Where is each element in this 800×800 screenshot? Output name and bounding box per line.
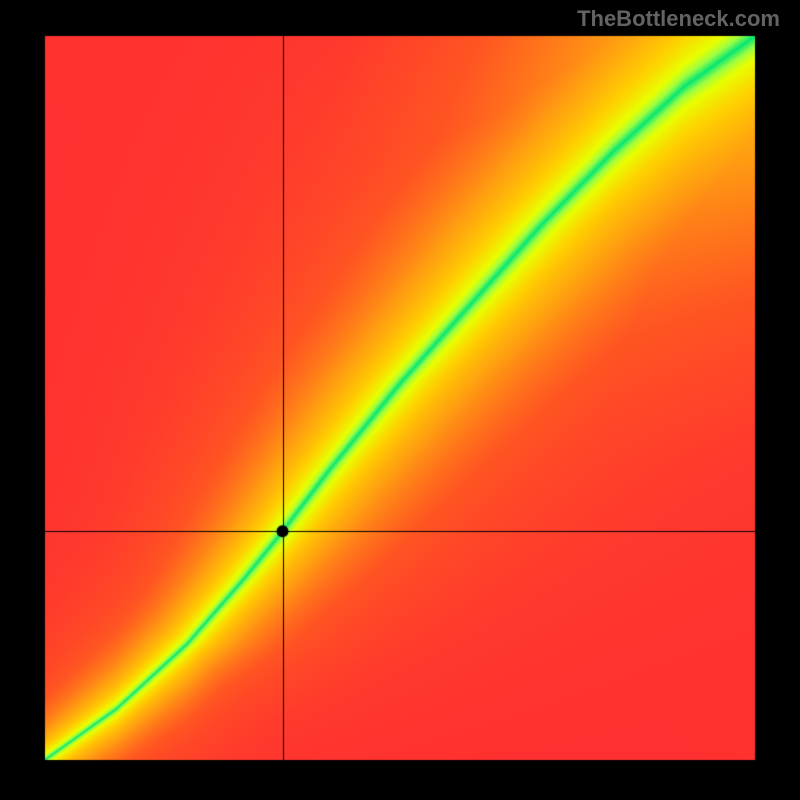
- watermark-text: TheBottleneck.com: [577, 6, 780, 32]
- bottleneck-heatmap: [0, 0, 800, 800]
- chart-container: TheBottleneck.com: [0, 0, 800, 800]
